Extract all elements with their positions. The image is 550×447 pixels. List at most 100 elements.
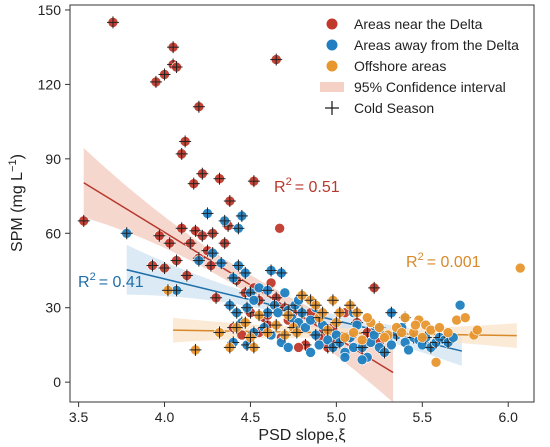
data-point [278, 329, 291, 342]
data-point [213, 326, 226, 339]
legend-label: 95% Confidence interval [354, 79, 506, 95]
data-point [241, 301, 254, 314]
legend-marker [320, 82, 344, 92]
data-point [442, 327, 454, 338]
data-point [247, 341, 260, 354]
data-point [403, 344, 414, 356]
data-point [316, 306, 329, 319]
data-point [187, 177, 200, 190]
x-axis: 3.5 4.0 4.5 5.0 5.5 6.0 [69, 402, 518, 425]
data-point [215, 257, 228, 270]
x-tick-label: 4.5 [241, 409, 261, 425]
x-axis-label: PSD slope,ξ [258, 427, 345, 444]
data-point [434, 322, 445, 333]
data-point [201, 207, 214, 220]
data-point [106, 16, 119, 29]
legend-item: Areas away from the Delta [326, 37, 519, 53]
data-point [362, 312, 373, 323]
data-point [305, 347, 316, 358]
data-point [253, 309, 266, 322]
legend-marker [326, 39, 338, 51]
data-point [282, 342, 294, 353]
legend-item: Areas near the Delta [326, 16, 483, 32]
data-point [275, 266, 288, 279]
data-point [218, 214, 231, 227]
data-point [330, 316, 343, 329]
data-point [350, 306, 363, 319]
plot-area-frame [69, 4, 535, 403]
data-point [279, 287, 291, 299]
y-tick-label: 90 [45, 151, 61, 167]
data-point [459, 312, 471, 323]
data-point [158, 262, 171, 275]
data-point [348, 327, 359, 338]
data-point [410, 319, 421, 331]
data-point [339, 352, 351, 363]
legend: Areas near the Delta Areas away from the … [320, 16, 519, 116]
data-point [192, 100, 205, 113]
data-point [175, 147, 188, 160]
data-point [368, 281, 381, 294]
data-point [379, 332, 390, 343]
data-point [471, 324, 483, 336]
data-point [296, 289, 308, 302]
data-point [265, 264, 278, 277]
y-axis-label-close: ) [9, 154, 26, 159]
legend-item: 95% Confidence interval [320, 79, 506, 95]
y-tick-label: 0 [53, 374, 61, 390]
data-point [189, 343, 202, 356]
x-tick-label: 6.0 [498, 409, 518, 425]
legend-label: Areas away from the Delta [354, 37, 519, 53]
data-point [77, 214, 90, 227]
r-squared-label: R2 = 0.001 [406, 251, 481, 271]
data-point [385, 306, 398, 319]
data-point [153, 229, 166, 242]
data-point [192, 254, 205, 267]
data-point [326, 294, 339, 307]
data-point [309, 299, 322, 312]
data-point [430, 356, 442, 368]
r-squared-label: R2 = 0.51 [274, 176, 340, 196]
data-point [344, 299, 357, 312]
data-point [309, 329, 322, 342]
data-point [270, 319, 283, 332]
data-point [374, 322, 385, 333]
data-point [206, 247, 219, 260]
data-point [196, 229, 209, 242]
data-point [244, 331, 257, 344]
legend-marker [326, 18, 338, 30]
data-point [378, 346, 391, 359]
data-point [356, 334, 368, 346]
data-point [206, 227, 219, 240]
data-point [218, 237, 231, 250]
data-point [368, 329, 380, 341]
data-point [227, 271, 240, 284]
data-point [163, 237, 176, 250]
data-point [179, 135, 192, 148]
data-point [454, 299, 466, 311]
data-point [296, 306, 308, 319]
data-point [223, 195, 236, 208]
data-point [386, 339, 397, 351]
y-tick-label: 150 [38, 2, 62, 18]
data-point [270, 53, 283, 66]
legend-item: Cold Season [325, 100, 434, 116]
data-point [161, 284, 174, 297]
data-point [230, 306, 243, 319]
x-tick-label: 4.0 [155, 409, 175, 425]
data-point [175, 222, 188, 235]
data-point [248, 294, 260, 306]
data-point [356, 354, 368, 366]
data-point [239, 266, 252, 279]
data-point [339, 332, 351, 343]
data-point [272, 307, 284, 318]
legend-label: Cold Season [354, 100, 434, 116]
x-tick-label: 5.5 [413, 409, 433, 425]
data-point [239, 316, 252, 329]
data-point [232, 259, 245, 272]
legend-label: Offshore areas [354, 58, 446, 74]
data-point [170, 284, 183, 297]
data-point [146, 259, 159, 272]
data-point [230, 321, 243, 334]
r-squared-label: R2 = 0.41 [78, 271, 144, 291]
